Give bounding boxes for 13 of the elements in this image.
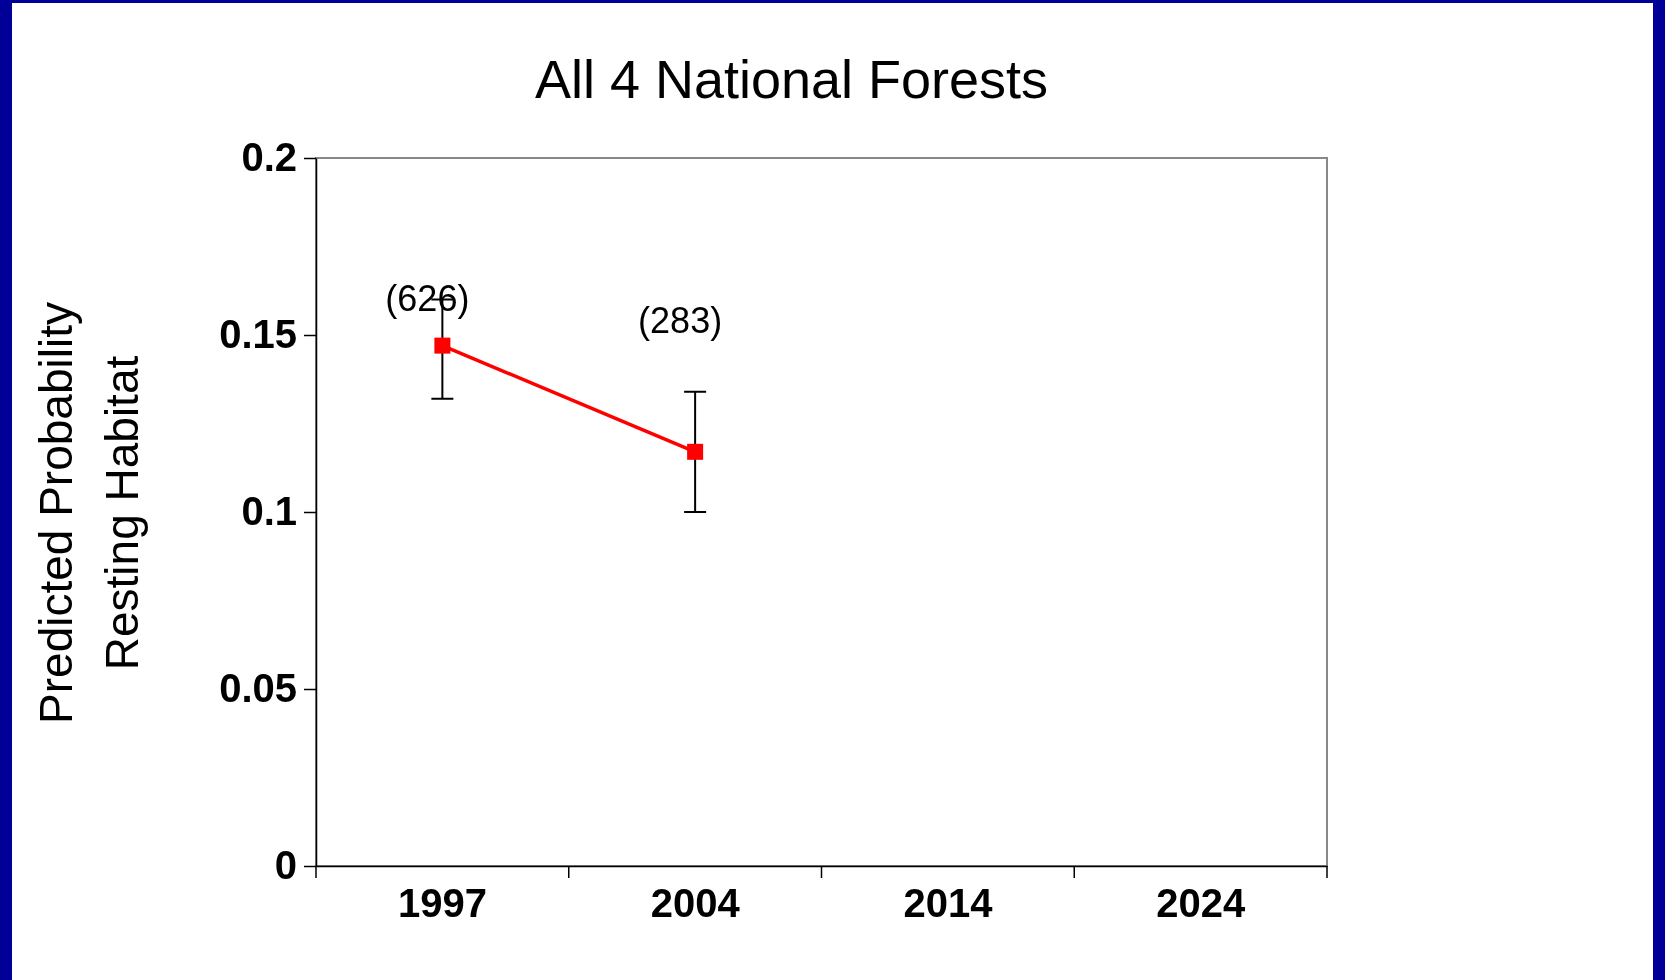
x-tick-label: 2004 (650, 881, 741, 925)
annotation: (626) (385, 277, 470, 319)
y-tick-label: 0.15 (219, 312, 297, 357)
y-tick-label: 0.1 (241, 489, 297, 534)
x-tick-label: 1997 (397, 881, 487, 925)
x-tick-label: 2014 (903, 881, 994, 925)
annotation: (283) (638, 299, 723, 341)
y-tick-label: 0 (274, 843, 297, 888)
y-axis-title: Predicted Probability Resting Habitat (30, 302, 148, 724)
y-tick-label: 0.2 (241, 135, 297, 180)
x-tick-label: 2024 (1156, 881, 1246, 925)
chart-title: All 4 National Forests (534, 49, 1049, 109)
y-tick-label: 0.05 (219, 666, 297, 711)
